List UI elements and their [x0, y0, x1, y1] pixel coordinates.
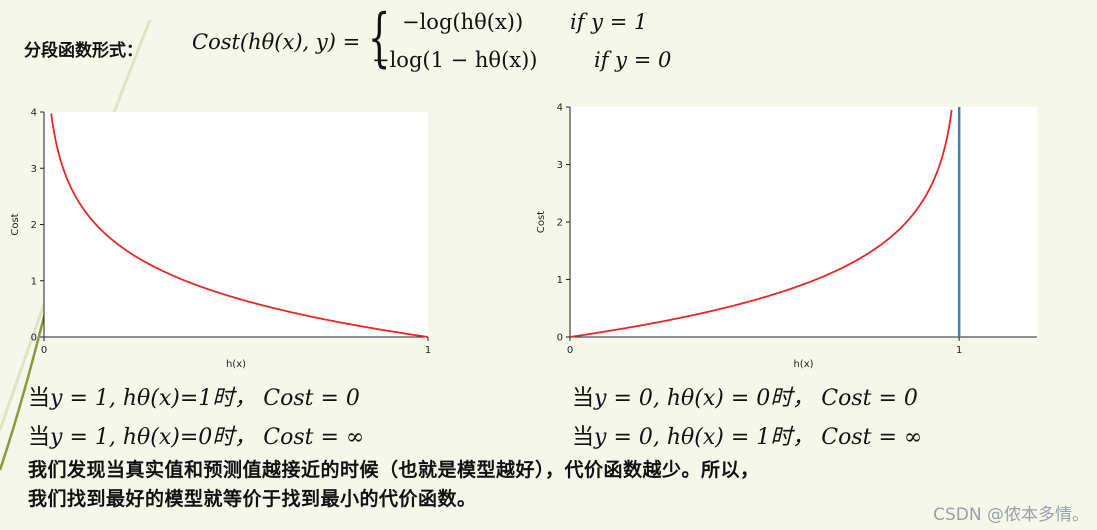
- statement-body: y = 0, hθ(x) = 0时， Cost = 0: [594, 386, 918, 411]
- cost-curve: [50, 113, 428, 338]
- formula-brace: {: [368, 1, 391, 75]
- statement-prefix: 当: [572, 386, 595, 411]
- x-tick-label: 0: [41, 345, 47, 356]
- y-axis-label: Cost: [10, 213, 21, 235]
- y-axis-label: Cost: [536, 211, 547, 233]
- cost-chart-y1: 0 1 2 3 4 0 1 h(x) Cost: [10, 108, 431, 371]
- statement-body: y = 1, hθ(x)=1时， Cost = 0: [50, 386, 360, 411]
- statement-prefix: 当: [28, 386, 51, 411]
- x-tick-label: 1: [956, 345, 962, 356]
- y-tick-label: 1: [557, 275, 563, 286]
- plot-area: [44, 112, 428, 337]
- y-tick-label: 3: [31, 164, 37, 175]
- statement-y0-h1: 当y = 0, hθ(x) = 1时， Cost = ∞: [572, 419, 922, 451]
- summary-text: 我们发现当真实值和预测值越接近的时候（也就是模型越好），代价函数越少。所以， 我…: [28, 456, 760, 514]
- plot-area: [570, 107, 1037, 337]
- summary-line-2: 我们找到最好的模型就等价于找到最小的代价函数。: [28, 488, 477, 510]
- summary-line-1: 我们发现当真实值和预测值越接近的时候（也就是模型越好），代价函数越少。所以，: [28, 459, 760, 481]
- formula-case-1: −log(hθ(x)) if y = 1: [402, 10, 647, 34]
- y-tick-label: 1: [31, 276, 37, 287]
- y-tick-label: 0: [557, 333, 563, 344]
- formula-prefix: 分段函数形式：: [24, 41, 143, 61]
- case-2-condition: if y = 0: [594, 48, 672, 72]
- x-axis-label: h(x): [226, 359, 246, 370]
- statement-body: y = 0, hθ(x) = 1时， Cost = ∞: [594, 425, 923, 450]
- y-tick-label: 0: [31, 333, 37, 344]
- formula-lhs: Cost(hθ(x), y) =: [192, 30, 361, 54]
- y-tick-label: 4: [31, 108, 37, 119]
- x-tick-label: 0: [567, 345, 573, 356]
- case-1-condition: if y = 1: [570, 10, 648, 34]
- cost-curve: [570, 109, 953, 338]
- formula-case-2: −log(1 − hθ(x)) if y = 0: [372, 48, 671, 72]
- cost-chart-y0: 0 1 2 3 4 0 1 h(x) Cost: [536, 103, 1037, 370]
- csdn-watermark: CSDN @侬本多情。: [933, 505, 1089, 525]
- x-axis-label: h(x): [793, 359, 813, 370]
- y-tick-label: 3: [557, 160, 563, 171]
- statement-prefix: 当: [572, 425, 595, 450]
- case-1-expression: −log(hθ(x)): [402, 10, 524, 34]
- x-tick-label: 1: [425, 345, 431, 356]
- y-tick-label: 2: [557, 218, 563, 229]
- y-tick-label: 4: [557, 103, 563, 114]
- case-2-expression: −log(1 − hθ(x)): [372, 48, 538, 72]
- statement-prefix: 当: [28, 425, 51, 450]
- y-tick-label: 2: [31, 220, 37, 231]
- statement-body: y = 1, hθ(x)=0时， Cost = ∞: [50, 425, 365, 450]
- statement-y1-h0: 当y = 1, hθ(x)=0时， Cost = ∞: [28, 419, 364, 451]
- statement-y1-h1: 当y = 1, hθ(x)=1时， Cost = 0: [28, 380, 360, 412]
- statement-y0-h0: 当y = 0, hθ(x) = 0时， Cost = 0: [572, 380, 918, 412]
